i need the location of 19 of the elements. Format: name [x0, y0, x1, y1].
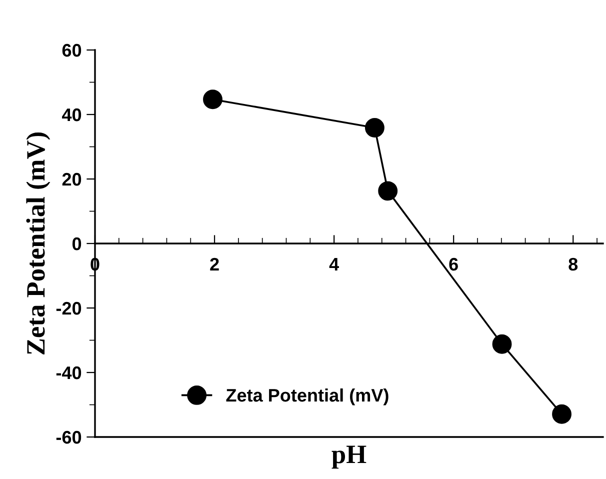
x-tick-label: 8	[568, 258, 578, 271]
y-axis-title: Zeta Potential (mV)	[26, 132, 50, 354]
x-axis-title: pH	[332, 446, 366, 469]
legend-label: Zeta Potential (mV)	[226, 388, 388, 406]
point	[364, 118, 384, 138]
x-tick-label: 6	[449, 258, 458, 271]
point	[492, 334, 512, 354]
y-tick-label: 0	[72, 237, 82, 250]
x-tick-label: 4	[329, 258, 339, 270]
x-tick-label: 2	[210, 258, 219, 270]
y-tick-label: 20	[62, 172, 82, 186]
y-tick-label: 60	[62, 44, 82, 57]
point	[378, 181, 398, 201]
point	[203, 90, 222, 110]
y-tick-label: -40	[56, 366, 82, 380]
y-tick-label: -60	[56, 430, 82, 444]
point	[552, 404, 572, 424]
y-tick-label: -20	[56, 302, 82, 315]
y-tick-label: 40	[62, 108, 82, 122]
